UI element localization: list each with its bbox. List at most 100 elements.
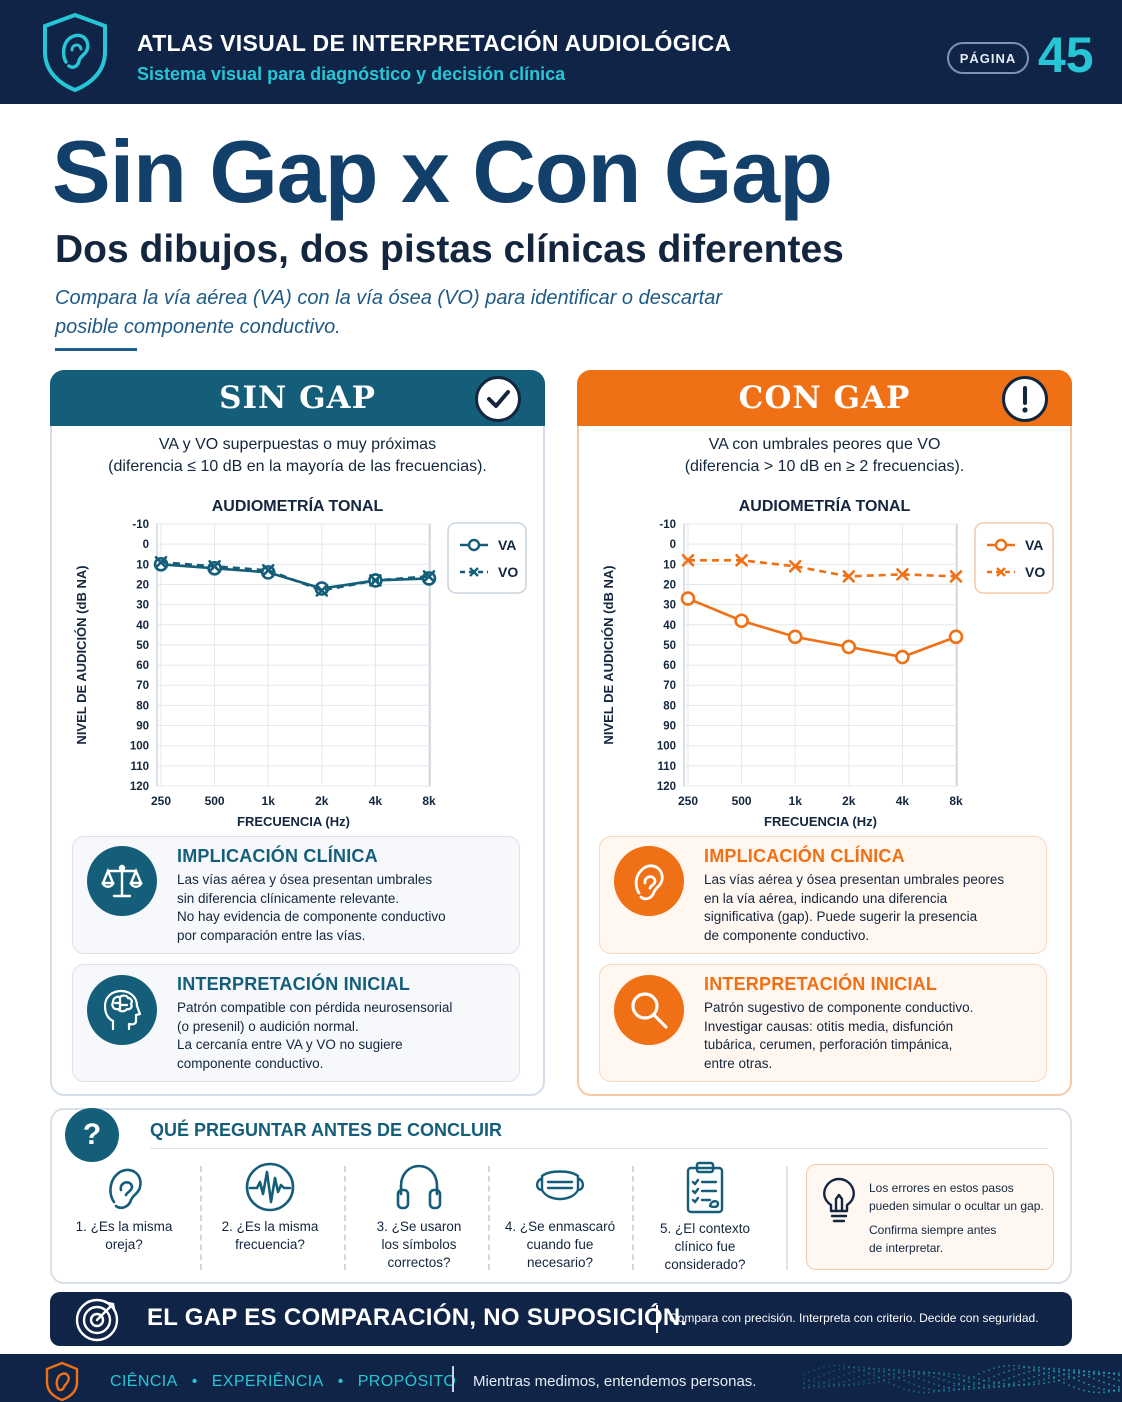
decoration-dot <box>973 1381 975 1384</box>
header-title: ATLAS VISUAL DE INTERPRETACIÓN AUDIOLÓGI… <box>137 30 732 56</box>
decoration-dot <box>873 1371 875 1374</box>
x-tick-label: 500 <box>205 794 225 808</box>
decoration-dot <box>1098 1373 1100 1376</box>
y-tick-label: -10 <box>659 519 676 531</box>
decoration-dot <box>1048 1381 1050 1384</box>
decoration-dot <box>828 1371 830 1374</box>
decoration-dot <box>948 1375 950 1378</box>
card-title: INTERPRETACIÓN INICIAL <box>177 974 411 994</box>
decoration-dot <box>878 1370 880 1373</box>
y-tick-label: 80 <box>663 700 676 712</box>
decoration-dot <box>978 1378 980 1381</box>
decoration-dot <box>948 1387 950 1389</box>
data-point-vo <box>261 564 275 577</box>
decoration-dot <box>893 1372 895 1375</box>
decoration-dot <box>933 1372 935 1375</box>
decoration-dot <box>1113 1378 1115 1380</box>
decoration-dot <box>878 1376 880 1378</box>
check-circle-icon <box>475 376 521 422</box>
decoration-dot <box>938 1389 940 1392</box>
decoration-dot <box>963 1388 965 1391</box>
decoration-dot <box>953 1387 955 1390</box>
decoration-dot <box>1083 1389 1085 1392</box>
decoration-dot <box>903 1375 905 1378</box>
decoration-dot <box>848 1383 850 1386</box>
y-tick-label: 70 <box>663 680 676 692</box>
decoration-dot <box>893 1375 895 1378</box>
decoration-dot <box>928 1371 930 1374</box>
decoration-dot <box>908 1373 910 1376</box>
data-point-vo <box>788 560 802 573</box>
decoration-dot <box>813 1384 815 1387</box>
question-text-line: necesario? <box>526 1255 594 1270</box>
decoration-dot <box>818 1386 820 1389</box>
decoration-dot <box>1033 1381 1035 1384</box>
decoration-dot <box>928 1381 930 1384</box>
intro-line: posible componente conductivo. <box>55 316 341 338</box>
decoration-dot <box>983 1385 985 1388</box>
question-text-line: 1. ¿Es la misma <box>75 1219 173 1234</box>
page-number: 45 <box>1038 27 1094 83</box>
intro-line: Compara la vía aérea (VA) con la vía óse… <box>55 287 722 309</box>
decoration-dot <box>1108 1372 1110 1375</box>
decoration-dot <box>1053 1369 1055 1372</box>
decoration-dot <box>933 1390 935 1393</box>
y-tick-label: 50 <box>136 640 149 652</box>
decoration-dot <box>1073 1377 1075 1380</box>
decoration-dot <box>858 1366 860 1368</box>
decoration-dot <box>1033 1366 1035 1368</box>
decoration-dot <box>903 1372 905 1375</box>
decoration-dot <box>1103 1374 1105 1377</box>
decoration-dot <box>883 1374 885 1377</box>
decoration-dot <box>823 1385 825 1388</box>
decoration-dot <box>1078 1388 1080 1390</box>
decoration-dot <box>843 1384 845 1386</box>
decoration-dot <box>993 1367 995 1370</box>
decoration-dot <box>813 1386 815 1389</box>
decoration-dot <box>978 1387 980 1389</box>
x-tick-label: 4k <box>896 794 910 808</box>
decoration-dot <box>1013 1364 1015 1367</box>
decoration-dot <box>843 1367 845 1370</box>
decoration-dot <box>973 1387 975 1390</box>
decoration-dot <box>983 1383 985 1386</box>
decoration-dot <box>978 1373 980 1375</box>
decoration-dot <box>833 1364 835 1367</box>
card-title: IMPLICACIÓN CLÍNICA <box>177 846 378 866</box>
decoration-dot <box>1023 1365 1025 1368</box>
decoration-dot <box>888 1378 890 1381</box>
decoration-dot <box>1118 1390 1120 1392</box>
decoration-dot <box>1088 1373 1090 1376</box>
decoration-dot <box>1018 1365 1020 1367</box>
series-line-vo <box>688 558 957 578</box>
decoration-dot <box>863 1374 865 1377</box>
decoration-dot <box>1003 1382 1005 1385</box>
marker-stroke <box>896 568 909 581</box>
marker-stroke <box>261 564 275 577</box>
decoration-dot <box>1013 1384 1015 1387</box>
panel-description-line: (diferencia ≤ 10 dB en la mayoría de las… <box>108 458 487 475</box>
decoration-dot <box>948 1372 950 1375</box>
y-tick-label: 20 <box>136 579 149 591</box>
card-text: Las vías aérea y ósea presentan umbrales… <box>177 871 507 945</box>
decoration-dot <box>933 1376 935 1379</box>
dashed-separator <box>344 1166 346 1270</box>
decoration-dot <box>1078 1375 1080 1378</box>
decoration-dot <box>853 1366 855 1368</box>
decoration-dot <box>893 1369 895 1371</box>
chart-title: AUDIOMETRÍA TONAL <box>738 498 911 515</box>
plot-area <box>156 523 431 787</box>
ear-outline-icon <box>109 1168 142 1210</box>
decoration-dot <box>918 1391 920 1394</box>
decoration-dot <box>803 1382 805 1384</box>
decoration-dot <box>828 1365 830 1368</box>
decoration-dot <box>868 1373 870 1375</box>
tip-text-line: pueden simular o ocultar un gap. <box>869 1199 1044 1213</box>
decoration-dot <box>808 1386 810 1388</box>
decoration-dot <box>883 1379 885 1382</box>
decoration-dot <box>838 1364 840 1367</box>
legend-label: VA <box>1025 537 1043 553</box>
decoration-dot <box>953 1376 955 1379</box>
decoration-dot <box>838 1385 840 1387</box>
decoration-dot <box>923 1372 925 1375</box>
